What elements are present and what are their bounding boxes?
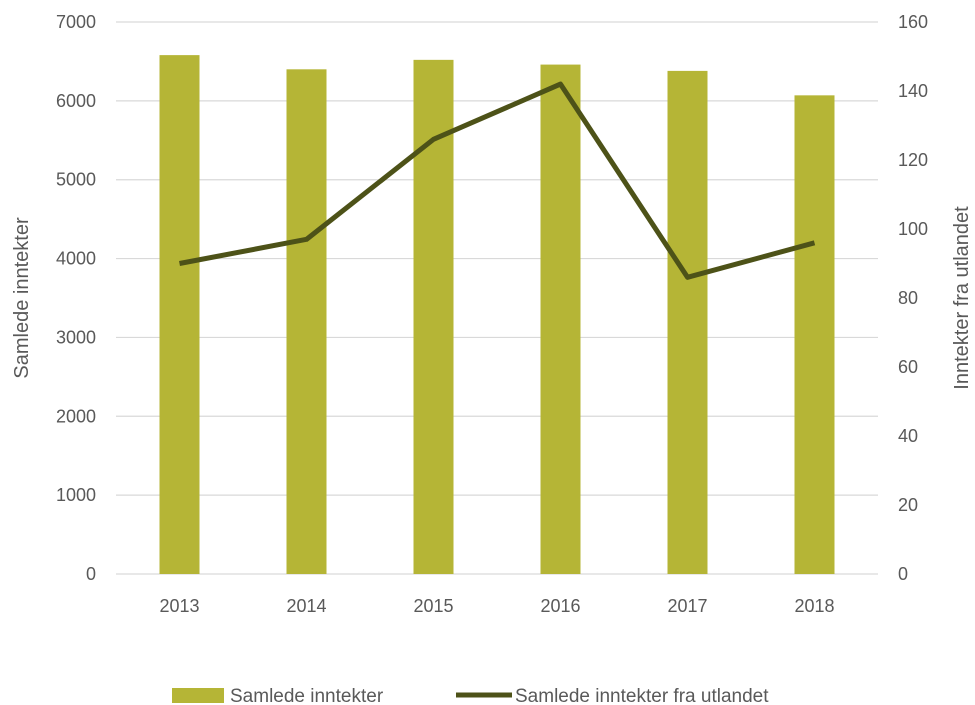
left-tick-label: 5000 — [56, 170, 96, 190]
left-axis-ticks: 0 1000 2000 3000 4000 5000 6000 7000 — [56, 12, 96, 584]
series-line — [179, 81, 816, 280]
right-tick-label: 40 — [898, 426, 918, 446]
x-tick-label: 2017 — [667, 596, 707, 616]
left-tick-label: 2000 — [56, 406, 96, 426]
right-tick-label: 120 — [898, 150, 928, 170]
legend: Samlede inntekter Samlede inntekter fra … — [172, 686, 769, 705]
right-tick-label: 100 — [898, 219, 928, 239]
bars — [159, 55, 835, 575]
gridlines — [116, 21, 878, 575]
right-tick-label: 60 — [898, 357, 918, 377]
right-tick-label: 0 — [898, 564, 908, 584]
legend-label-line: Samlede inntekter fra utlandet — [515, 686, 769, 705]
bar — [286, 69, 327, 575]
right-axis-ticks: 0 20 40 60 80 100 120 140 160 — [898, 12, 928, 584]
right-tick-label: 20 — [898, 495, 918, 515]
bar — [794, 95, 835, 574]
line-series — [179, 81, 816, 280]
left-tick-label: 0 — [86, 564, 96, 584]
legend-label-bar: Samlede inntekter — [230, 686, 384, 705]
left-tick-label: 1000 — [56, 485, 96, 505]
x-tick-label: 2013 — [159, 596, 199, 616]
legend-swatch-bar — [172, 688, 224, 703]
right-axis-title: Inntekter fra utlandet — [951, 206, 973, 390]
right-tick-label: 160 — [898, 12, 928, 32]
x-tick-label: 2018 — [794, 596, 834, 616]
left-tick-label: 4000 — [56, 249, 96, 269]
left-tick-label: 3000 — [56, 327, 96, 347]
x-tick-label: 2016 — [540, 596, 580, 616]
right-tick-label: 80 — [898, 288, 918, 308]
left-tick-label: 7000 — [56, 12, 96, 32]
right-tick-label: 140 — [898, 81, 928, 101]
x-tick-label: 2014 — [286, 596, 326, 616]
bar — [540, 64, 581, 574]
bar — [413, 59, 454, 574]
x-tick-label: 2015 — [413, 596, 453, 616]
bar — [667, 70, 708, 575]
left-tick-label: 6000 — [56, 91, 96, 111]
x-axis-ticks: 2013 2014 2015 2016 2017 2018 — [159, 596, 834, 616]
bar — [159, 55, 200, 575]
left-axis-title: Samlede inntekter — [11, 217, 33, 379]
